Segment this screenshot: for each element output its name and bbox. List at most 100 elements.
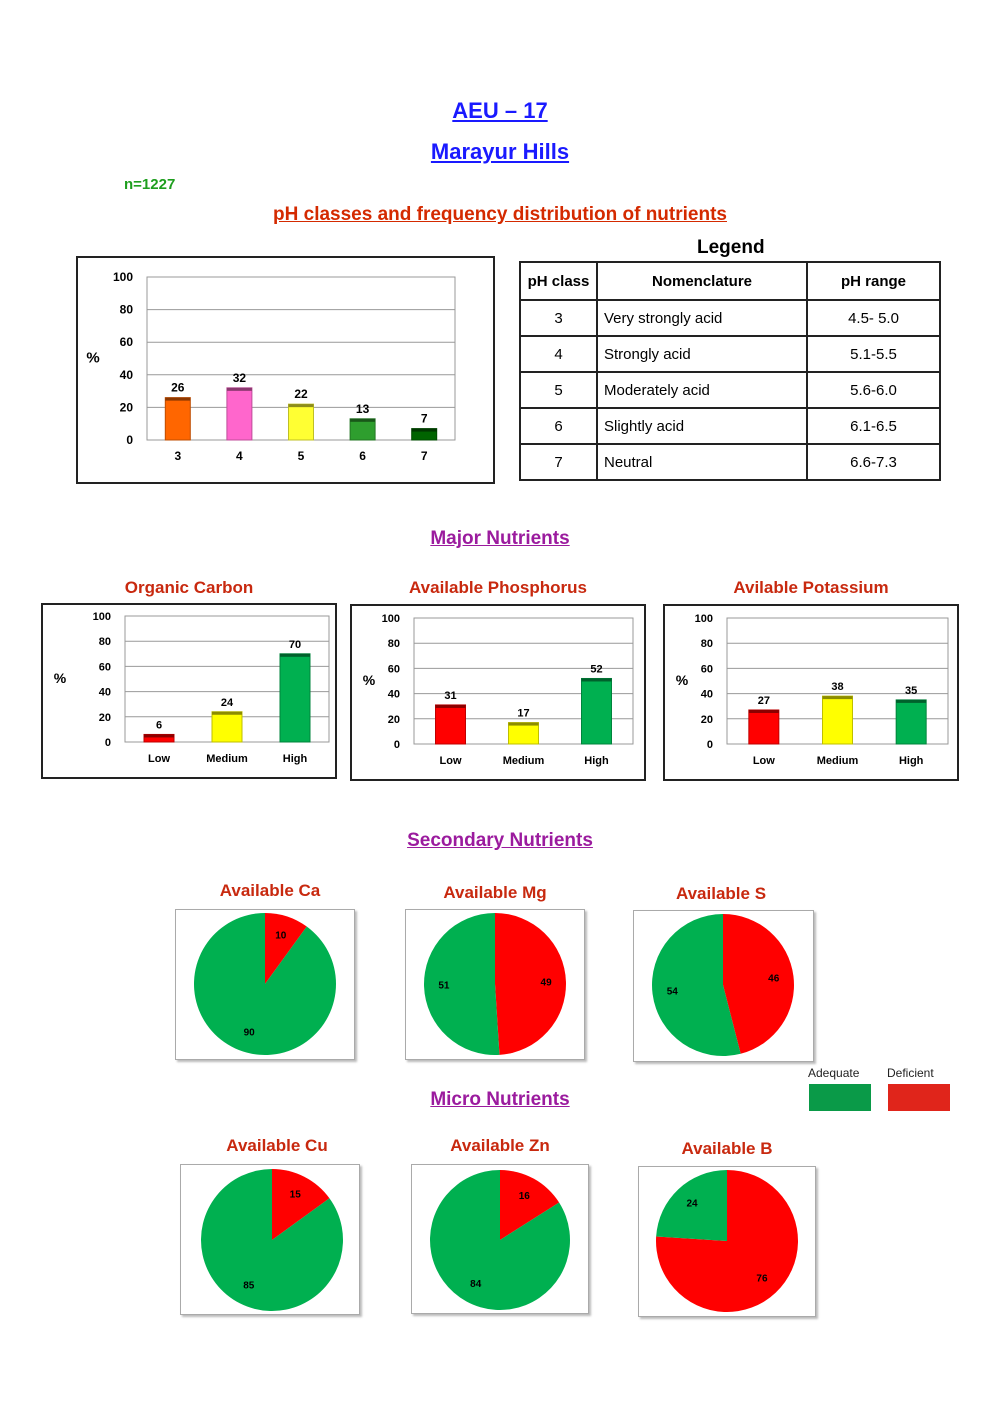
x-tick-label: High <box>584 755 609 767</box>
zn-pie-chart: 16 84 <box>411 1164 589 1314</box>
data-label: 26 <box>171 381 185 395</box>
data-label: 52 <box>590 663 602 675</box>
s-chart-title: Available S <box>675 884 767 903</box>
y-tick-label: 20 <box>388 714 400 726</box>
x-tick-label: Low <box>148 753 170 765</box>
bar <box>226 387 253 441</box>
x-tick-label: 3 <box>174 449 181 463</box>
ph-section-heading: pH classes and frequency distribution of… <box>273 204 727 225</box>
pie-data-label: 24 <box>686 1199 698 1210</box>
y-tick-label: 60 <box>120 335 134 349</box>
legend-adequate-swatch <box>809 1084 871 1111</box>
ph-range-cell: 6.6-7.3 <box>806 443 941 481</box>
ca-chart-title: Available Ca <box>219 881 321 900</box>
nomenclature-cell: Neutral <box>596 443 808 481</box>
data-label: 24 <box>221 697 234 709</box>
bar <box>748 709 780 745</box>
pie-slice-deficient <box>265 913 307 984</box>
nomenclature-cell: Strongly acid <box>596 335 808 373</box>
b-chart-title: Available B <box>681 1139 773 1158</box>
x-tick-label: Medium <box>503 755 545 767</box>
pie-data-label: 46 <box>768 974 780 985</box>
header-nomenclature: Nomenclature <box>596 261 808 301</box>
pie-data-label: 76 <box>756 1273 768 1284</box>
x-tick-label: 4 <box>236 449 243 463</box>
b-pie-svg: 76 24 <box>656 1170 798 1312</box>
ph-class-cell: 3 <box>519 299 598 337</box>
y-tick-label: 40 <box>388 689 400 701</box>
potassium-chart: 0 20 40 60 80 100% 27 Low 38 Medium 35 High <box>663 604 959 781</box>
pie-slice-adequate <box>423 913 500 1055</box>
pie-data-label: 16 <box>519 1191 531 1202</box>
y-tick-label: 40 <box>99 687 111 699</box>
pie-slice-adequate <box>652 914 741 1056</box>
ph-class-cell: 7 <box>519 443 598 481</box>
oc-chart-title: Organic Carbon <box>124 578 254 597</box>
table-row: 6 Slightly acid 6.1-6.5 <box>519 407 941 445</box>
table-row: 7 Neutral 6.6-7.3 <box>519 443 941 481</box>
data-label: 6 <box>156 719 162 731</box>
x-tick-label: 6 <box>359 449 366 463</box>
y-tick-label: 100 <box>113 270 133 284</box>
y-tick-label: 80 <box>120 303 134 317</box>
ph-range-cell: 6.1-6.5 <box>806 407 941 445</box>
y-tick-label: 0 <box>394 739 400 751</box>
bar-top <box>165 397 191 401</box>
y-tick-label: 100 <box>382 613 400 625</box>
mg-chart-title: Available Mg <box>443 883 547 902</box>
pie-data-label: 84 <box>470 1279 482 1290</box>
x-tick-label: Medium <box>817 755 859 767</box>
pie-slice-adequate <box>194 913 337 1055</box>
ph-chart-svg: 0 20 40 60 80 100% 26 3 32 4 22 5 13 6 7 7 <box>86 270 456 463</box>
bar <box>822 695 853 745</box>
bar-top <box>288 404 314 408</box>
table-row: 3 Very strongly acid 4.5- 5.0 <box>519 299 941 337</box>
pie-data-label: 85 <box>243 1281 255 1292</box>
pie-data-label: 15 <box>290 1189 302 1200</box>
y-tick-label: 80 <box>388 638 400 650</box>
pie-data-label: 90 <box>244 1028 256 1039</box>
y-tick-label: 20 <box>120 400 134 414</box>
ap-chart-svg: 0 20 40 60 80 100% 31 Low 17 Medium 52 High <box>363 613 634 767</box>
ph-class-cell: 6 <box>519 407 598 445</box>
pie-slice-adequate <box>656 1170 727 1241</box>
pie-data-label: 54 <box>667 986 679 997</box>
ak-chart-svg: 0 20 40 60 80 100% 27 Low 38 Medium 35 High <box>676 613 949 767</box>
pie-slice-deficient <box>723 914 794 1054</box>
y-tick-label: 20 <box>701 714 713 726</box>
data-label: 22 <box>294 387 308 401</box>
data-label: 35 <box>905 685 917 697</box>
pie-slice-adequate <box>430 1170 570 1310</box>
pie-slice-adequate <box>201 1169 343 1311</box>
ph-range-cell: 5.1-5.5 <box>806 335 941 373</box>
sample-count: n=1227 <box>124 176 176 193</box>
bar-top <box>435 704 466 708</box>
y-tick-label: 100 <box>93 611 111 623</box>
y-tick-label: 80 <box>701 638 713 650</box>
zn-chart-title: Available Zn <box>450 1136 550 1155</box>
bar-top <box>896 699 927 703</box>
major-nutrients-heading: Major Nutrients <box>430 528 570 549</box>
y-tick-label: 60 <box>701 663 713 675</box>
y-axis-label: % <box>86 350 99 367</box>
secondary-nutrients-heading: Secondary Nutrients <box>407 830 593 851</box>
y-tick-label: 100 <box>695 613 713 625</box>
bar-top <box>212 711 242 715</box>
bar <box>581 677 612 745</box>
data-label: 13 <box>356 402 370 416</box>
ap-chart-title: Available Phosphorus <box>409 578 587 597</box>
data-label: 7 <box>421 412 428 426</box>
x-tick-label: 7 <box>421 449 428 463</box>
pie-data-label: 10 <box>275 930 287 941</box>
bar-top <box>581 678 612 682</box>
bar-top <box>508 722 539 726</box>
y-tick-label: 0 <box>707 739 713 751</box>
oc-chart-svg: 0 20 40 60 80 100% 6 Low 24 Medium 70 High <box>54 611 330 765</box>
bar <box>349 418 376 441</box>
y-tick-label: 40 <box>120 368 134 382</box>
bar <box>211 711 243 743</box>
bar-top <box>350 418 376 422</box>
x-tick-label: High <box>283 753 308 765</box>
bar <box>435 704 466 745</box>
data-label: 32 <box>233 371 247 385</box>
